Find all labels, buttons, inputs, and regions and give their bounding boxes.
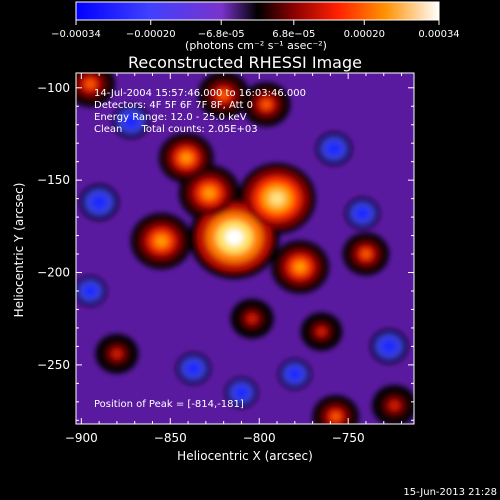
annotation-detectors: Detectors: 4F 5F 6F 7F 8F, Att 0 xyxy=(94,100,253,111)
negative-source-core xyxy=(234,386,249,399)
y-tick-label: −150 xyxy=(37,173,70,187)
chart-title: Reconstructed RHESSI Image xyxy=(128,53,362,72)
source-layer xyxy=(331,412,341,421)
footer-timestamp: 15-Jun-2013 21:28 xyxy=(403,487,497,498)
annotation-energy-range: Energy Range: 12.0 - 25.0 keV xyxy=(94,112,247,123)
image-sources xyxy=(76,73,414,424)
colorbar-tick-label: 0.00034 xyxy=(418,29,459,40)
x-tick-label: −900 xyxy=(65,431,98,445)
colorbar xyxy=(75,1,440,21)
source-layer xyxy=(218,90,229,100)
x-axis-label: Heliocentric X (arcsec) xyxy=(177,449,313,463)
source-layer xyxy=(361,249,371,259)
negative-source-core xyxy=(186,362,201,376)
y-tick-label: −250 xyxy=(37,358,70,372)
negative-source-core xyxy=(381,339,397,354)
source-layer xyxy=(224,228,244,246)
negative-source-core xyxy=(83,284,98,298)
source-layer xyxy=(112,349,122,358)
source-layer xyxy=(261,100,272,109)
colorbar-tick-label: −0.00020 xyxy=(126,29,176,40)
source-layer xyxy=(294,261,306,273)
negative-source-core xyxy=(90,194,108,210)
colorbar-tick-label: −6.8e-05 xyxy=(198,29,245,40)
colorbar-unit-label: (photons cm⁻² s⁻¹ asec⁻²) xyxy=(185,39,327,52)
negative-source-core xyxy=(287,367,302,381)
source-layer xyxy=(390,401,399,410)
x-tick-label: −750 xyxy=(332,431,365,445)
source-layer xyxy=(85,79,96,89)
y-axis-ticks: −100 −150 −200 −250 xyxy=(37,81,414,421)
plot-frame xyxy=(75,72,415,425)
source-layer xyxy=(247,314,257,323)
source-layer xyxy=(180,153,192,163)
colorbar-tick-label: 6.8e−05 xyxy=(272,29,315,40)
x-axis-ticks: −900 −850 −800 −750 xyxy=(65,73,403,445)
source-layer xyxy=(269,191,285,206)
annotation-peak-position: Position of Peak = [-814,-181] xyxy=(94,399,244,410)
colorbar-ticks: −0.00034 −0.00020 −6.8e-05 6.8e−05 0.00020 0.… xyxy=(51,20,460,40)
source-layer xyxy=(155,235,168,247)
negative-source-core xyxy=(123,113,139,129)
colorbar-tick-label: −0.00034 xyxy=(51,29,101,40)
negative-source-core xyxy=(355,206,370,220)
source-layer xyxy=(203,187,216,199)
y-tick-label: −200 xyxy=(37,266,70,280)
annotation-method-counts: Clean Total counts: 2.05E+03 xyxy=(94,124,258,135)
negative-source-core xyxy=(326,141,342,156)
source-layer xyxy=(317,327,326,336)
annotation-time-range: 14-Jul-2004 15:57:46.000 to 16:03:46.000 xyxy=(94,88,306,99)
x-tick-label: −850 xyxy=(154,431,187,445)
y-tick-label: −100 xyxy=(37,81,70,95)
y-axis-label: Heliocentric Y (arcsec) xyxy=(12,183,26,318)
colorbar-tick-label: 0.00020 xyxy=(344,29,385,40)
x-tick-label: −800 xyxy=(243,431,276,445)
